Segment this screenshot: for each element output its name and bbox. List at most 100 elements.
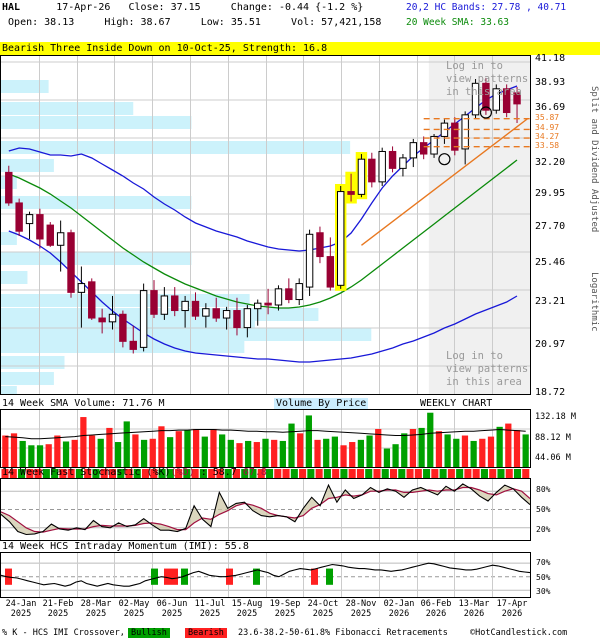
login-overlay-bottom: Log in to view patterns in this area: [446, 350, 529, 388]
price-chart-svg: [1, 56, 530, 394]
date-tick: 28-Mar 2025: [76, 599, 116, 619]
date-tick-year: 2026: [463, 609, 485, 619]
stochastic-tick: 80%: [536, 485, 551, 494]
quote-close: Close: 37.15: [128, 2, 201, 13]
date-tick-year: 2025: [47, 609, 69, 619]
date-tick-day: 24-Oct: [307, 599, 339, 609]
imi-chart-panel[interactable]: [0, 552, 531, 598]
date-tick-day: 28-Nov: [345, 599, 377, 609]
volume-by-price-label: Volume By Price: [274, 398, 369, 409]
price-tick: 20.97: [535, 338, 566, 350]
date-tick-year: 2025: [123, 609, 145, 619]
date-tick-year: 2025: [312, 609, 334, 619]
date-tick-year: 2026: [501, 609, 523, 619]
imi-tick: 50%: [536, 573, 551, 582]
price-tick: 23.21: [535, 295, 566, 307]
date-tick-year: 2025: [350, 609, 372, 619]
date-tick-day: 28-Mar: [80, 599, 112, 609]
date-tick-year: 2026: [425, 609, 447, 619]
y-axis-title-logarithmic: Logarithmic: [589, 272, 599, 332]
date-tick-day: 21-Feb: [42, 599, 74, 609]
imi-panel-title: 14 Week HCS Intraday Momentum (IMI): 55.…: [2, 541, 249, 552]
date-tick: 02-May 2025: [114, 599, 154, 619]
volume-chart-panel[interactable]: [0, 409, 531, 468]
date-tick-day: 02-May: [118, 599, 150, 609]
date-tick-year: 2025: [236, 609, 258, 619]
volume-panel-title: 14 Week SMA Volume: 71.76 M: [2, 398, 165, 409]
stoch-k-value: : 58.7: [194, 467, 243, 478]
date-tick-day: 17-Apr: [496, 599, 528, 609]
date-tick: 19-Sep 2025: [265, 599, 305, 619]
fibonacci-tick: 34.27: [535, 132, 560, 142]
stochastic-chart-svg: [1, 479, 530, 540]
quote-open: Open: 38.13: [8, 17, 75, 28]
ticker-symbol: HAL: [2, 2, 21, 13]
date-tick: 11-Jul 2025: [190, 599, 230, 619]
volume-tick: 132.18 M: [535, 412, 576, 422]
stoch-title-d: (%D): [170, 467, 195, 478]
date-tick: 06-Feb 2026: [416, 599, 456, 619]
date-tick-year: 2025: [274, 609, 296, 619]
stochastic-tick: 20%: [536, 525, 551, 534]
bullish-chip: Bullish: [128, 628, 170, 638]
price-tick: 38.93: [535, 77, 566, 89]
date-tick-day: 19-Sep: [269, 599, 301, 609]
date-tick: 02-Jan 2026: [379, 599, 419, 619]
date-tick-year: 2025: [161, 609, 183, 619]
price-chart-panel[interactable]: [0, 55, 531, 395]
volume-tick: 88.12 M: [535, 433, 571, 443]
hc-bands-legend: 20,2 HC Bands: 27.78 , 40.71: [406, 2, 567, 13]
stochastic-chart-panel[interactable]: [0, 478, 531, 541]
price-tick: 25.46: [535, 256, 566, 268]
stoch-title-k: 14 Week Fast Stochastic (%K): [2, 467, 171, 478]
price-tick: 27.70: [535, 221, 566, 233]
quote-volume: Vol: 57,421,158: [291, 17, 382, 28]
bearish-chip: Bearish: [185, 628, 227, 638]
stochastic-tick: 50%: [536, 505, 551, 514]
footer-legend: % K - HCS IMI Crossover, Bullish Bearish…: [0, 626, 600, 640]
fibonacci-tick: 35.87: [535, 112, 560, 122]
quote-change: Change: -0.44 {-1.2 %}: [230, 2, 364, 13]
volume-chart-svg: [1, 410, 530, 467]
brand-watermark: ©HotCandlestick.com: [470, 628, 568, 638]
quote-header: HAL 17-Apr-26 Close: 37.15 Change: -0.44…: [0, 0, 600, 32]
stochastic-panel-title: 14 Week Fast Stochastic (%K)(%D) : 58.7 …: [2, 467, 267, 478]
date-tick-day: 11-Jul: [194, 599, 226, 609]
sma-legend: 20 Week SMA: 33.63: [406, 17, 509, 28]
volume-tick: 44.06 M: [535, 453, 571, 463]
quote-low: Low: 35.51: [200, 17, 261, 28]
fibonacci-tick: 33.58: [535, 140, 560, 150]
y-axis-title-adjusted: Split and Dividend Adjusted: [589, 86, 599, 233]
imi-chart-svg: [1, 553, 530, 597]
login-overlay-top: Log in to view patterns in this area: [446, 60, 529, 98]
quote-line-2: Open: 38.13 High: 38.67 Low: 35.51 Vol: …: [2, 17, 381, 28]
date-tick: 17-Apr 2026: [492, 599, 532, 619]
quote-date: 17-Apr-26: [56, 2, 111, 13]
date-tick: 21-Feb 2025: [38, 599, 78, 619]
price-tick: 29.95: [535, 188, 566, 200]
price-tick: 41.18: [535, 53, 566, 65]
date-tick-day: 06-Jun: [156, 599, 188, 609]
price-tick: 18.72: [535, 387, 566, 398]
price-tick: 36.69: [535, 102, 566, 114]
imi-tick: 70%: [536, 558, 551, 567]
pattern-banner[interactable]: Bearish Three Inside Down on 10-Oct-25, …: [0, 42, 600, 55]
date-tick: 06-Jun 2025: [152, 599, 192, 619]
date-tick: 24-Oct 2025: [303, 599, 343, 619]
date-tick-day: 24-Jan: [5, 599, 37, 609]
crossover-strip: [1, 469, 530, 478]
date-tick: 28-Nov 2025: [341, 599, 381, 619]
date-tick-day: 02-Jan: [383, 599, 415, 609]
date-tick: 13-Mar 2026: [454, 599, 494, 619]
stoch-d-value: 67.8: [242, 467, 267, 478]
chart-period-label: WEEKLY CHART: [420, 398, 493, 409]
quote-line-1: HAL 17-Apr-26 Close: 37.15 Change: -0.44…: [2, 2, 363, 13]
date-tick: 24-Jan 2025: [1, 599, 41, 619]
date-tick-day: 13-Mar: [458, 599, 490, 609]
date-tick-day: 15-Aug: [231, 599, 263, 609]
quote-high: High: 38.67: [104, 17, 171, 28]
crossover-legend-label: % K - HCS IMI Crossover,: [2, 628, 125, 638]
date-tick-year: 2025: [85, 609, 107, 619]
fibonacci-legend: 23.6-38.2-50-61.8% Fibonacci Retracement…: [238, 628, 448, 638]
